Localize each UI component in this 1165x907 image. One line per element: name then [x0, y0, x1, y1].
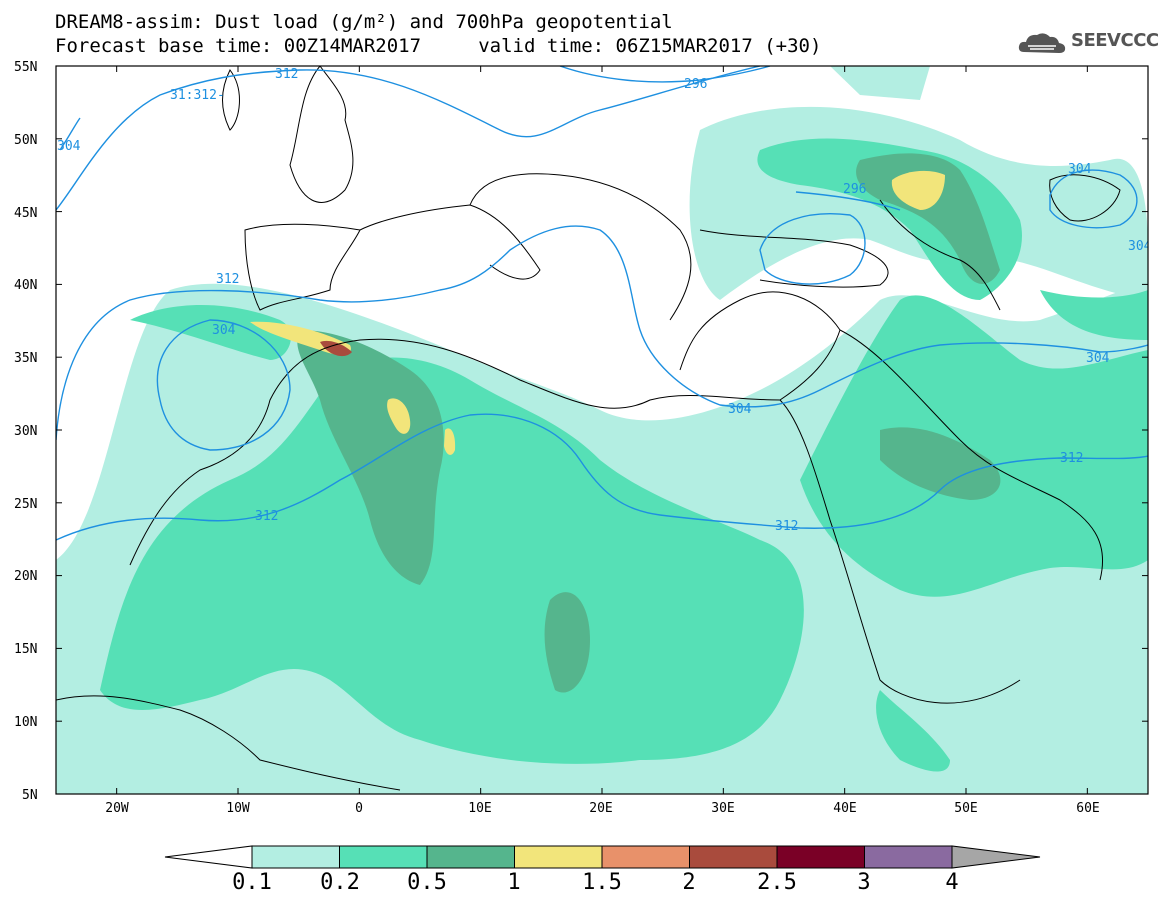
contour-label: 312 — [255, 509, 278, 524]
lon-label: 0 — [355, 801, 363, 816]
colorbar-swatch — [251, 845, 340, 869]
colorbar-swatch — [776, 845, 865, 869]
colorbar — [164, 845, 1041, 869]
colorbar-label: 0.5 — [407, 870, 447, 895]
lon-label: 50E — [954, 801, 977, 816]
colorbar-label: 2.5 — [757, 870, 797, 895]
colorbar-swatch — [426, 845, 515, 869]
lon-label: 60E — [1076, 801, 1099, 816]
contour-label: 304 — [57, 139, 81, 154]
contour-label: 304 — [1086, 351, 1110, 366]
lon-label: 30E — [711, 801, 734, 816]
longitude-labels: 20W 10W 0 10E 20E 30E 40E 50E 60E — [105, 801, 1099, 816]
contour-label: 312 — [775, 519, 798, 534]
geopotential-contours — [56, 66, 1148, 541]
contour-label: 304 — [1128, 239, 1152, 254]
colorbar-under-triangle — [164, 845, 253, 869]
lat-label: 50N — [14, 133, 37, 148]
lat-label: 55N — [14, 60, 37, 75]
lon-label: 10E — [468, 801, 491, 816]
colorbar-label: 1 — [507, 870, 521, 895]
colorbar-label: 0.1 — [232, 870, 272, 895]
lon-label: 10W — [226, 801, 250, 816]
lat-label: 35N — [14, 351, 37, 366]
contour-label: 304 — [1068, 162, 1092, 177]
colorbar-swatch — [689, 845, 778, 869]
contour-label: 304 — [212, 323, 236, 338]
contour-label: 312 — [216, 272, 239, 287]
colorbar-swatch — [339, 845, 428, 869]
contour-labels: 31:312- 312 296 304 296 304 312 304 304 … — [57, 67, 1152, 534]
colorbar-swatch — [601, 845, 690, 869]
lat-label: 5N — [22, 788, 38, 803]
lon-label: 20E — [589, 801, 612, 816]
colorbar-over-triangle — [951, 845, 1041, 869]
lat-label: 10N — [14, 715, 37, 730]
contour-label: 296 — [684, 77, 707, 92]
lat-label: 15N — [14, 642, 37, 657]
lat-label: 45N — [14, 206, 37, 221]
contour-label: 304 — [728, 402, 752, 417]
coastlines — [56, 66, 1121, 791]
latitude-labels: 55N 50N 45N 40N 35N 30N 25N 20N 15N 10N … — [14, 60, 38, 803]
contour-label: 312 — [1060, 451, 1083, 466]
dust-band-mid — [100, 138, 1148, 772]
colorbar-swatch — [864, 845, 953, 869]
contour-label: 312 — [275, 67, 298, 82]
lat-label: 30N — [14, 424, 37, 439]
forecast-time-subtitle: Forecast base time: 00Z14MAR2017 valid t… — [55, 35, 822, 57]
contour-label: 296 — [843, 182, 866, 197]
colorbar-label: 1.5 — [582, 870, 622, 895]
logo-text: SEEVCCC — [1071, 30, 1159, 51]
contour-label: 31:312- — [170, 88, 225, 103]
colorbar-label: 2 — [682, 870, 696, 895]
colorbar-label: 0.2 — [320, 870, 360, 895]
dust-band-2-2.5 — [320, 340, 352, 357]
colorbar-label: 4 — [945, 870, 959, 895]
colorbar-label: 3 — [857, 870, 871, 895]
lat-label: 40N — [14, 278, 37, 293]
colorbar-swatch — [514, 845, 603, 869]
map-title: DREAM8-assim: Dust load (g/m²) and 700hP… — [55, 11, 673, 33]
lat-label: 20N — [14, 569, 37, 584]
lon-label: 40E — [833, 801, 856, 816]
lat-label: 25N — [14, 497, 37, 512]
cloud-icon — [1018, 33, 1066, 53]
lon-label: 20W — [105, 801, 129, 816]
dust-band-high — [297, 153, 1001, 693]
